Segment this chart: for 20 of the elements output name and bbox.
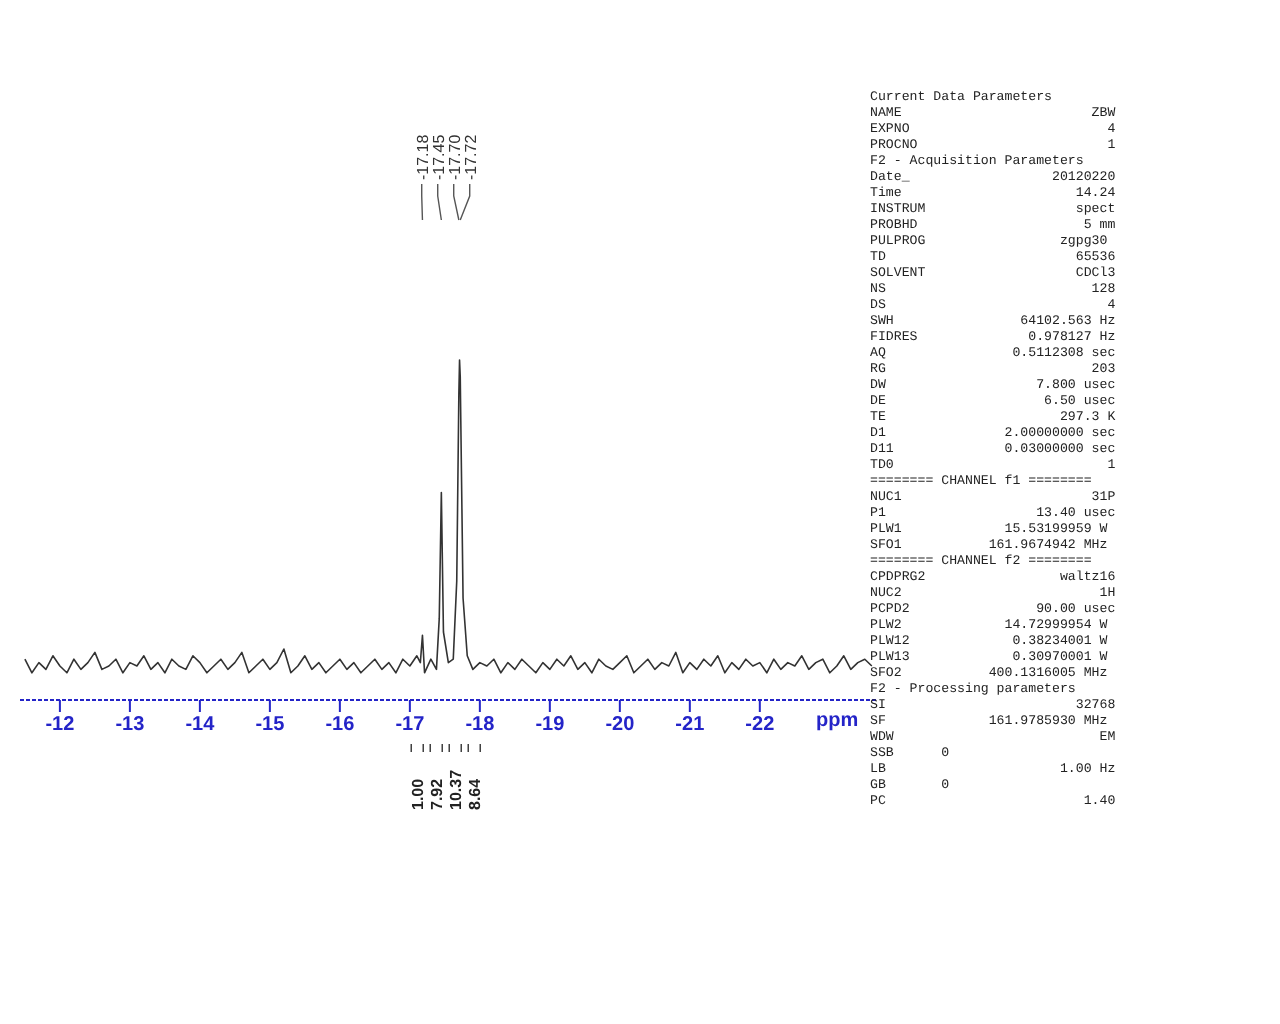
x-tick-label: -19 xyxy=(535,714,566,737)
annotation: -17.70 xyxy=(445,133,464,180)
x-tick-label: -20 xyxy=(605,714,636,737)
x-tick-label: -14 xyxy=(185,714,216,737)
x-tick-label: -21 xyxy=(675,714,706,737)
x-tick-label: -16 xyxy=(325,714,356,737)
x-tick-label: -18 xyxy=(465,714,496,737)
x-axis-title: ppm xyxy=(816,710,859,732)
text: 1.00 xyxy=(409,777,428,810)
x-tick-label: -12 xyxy=(45,714,76,737)
annotation: -17.72 xyxy=(461,133,480,180)
annotation: -17.18 xyxy=(413,133,432,180)
text: 10.37 xyxy=(447,768,466,810)
annotation: -17.45 xyxy=(429,133,448,180)
x-tick-label: -13 xyxy=(115,714,146,737)
x-tick-label: -22 xyxy=(745,714,776,737)
x-tick-label: -17 xyxy=(395,714,426,737)
text: 7.92 xyxy=(428,777,447,810)
text: 8.64 xyxy=(466,777,485,810)
x-tick-label: -15 xyxy=(255,714,286,737)
